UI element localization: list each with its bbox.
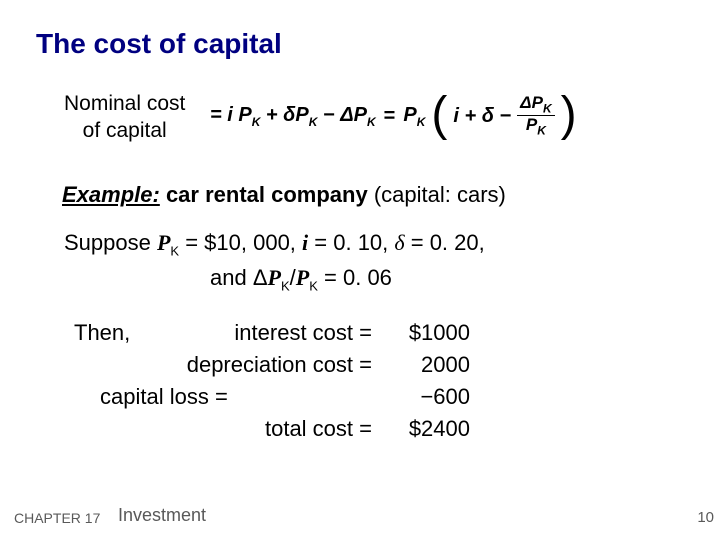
f-inner1: i +: [453, 105, 481, 127]
frac-num: P: [532, 93, 543, 112]
f-delta1: δ: [283, 104, 295, 126]
example-lead: Example:: [62, 182, 160, 207]
suppose-line: Suppose PK = $10, 000, i = 0. 10, δ = 0.…: [64, 230, 485, 258]
f-t6: P: [403, 104, 416, 126]
f-sub3: K: [367, 115, 376, 129]
row-interest: interest cost = $1000: [100, 320, 470, 352]
and-line: and ΔPK/PK = 0. 06: [210, 265, 392, 293]
pk-sub: K: [170, 243, 179, 258]
f-tri1: Δ: [340, 104, 353, 126]
cost-formula: = i PK + δPK − ΔPK = PK ( i + δ − ΔPK PK…: [210, 95, 577, 138]
label-interest: interest cost =: [100, 320, 380, 346]
example-line: Example: car rental company (capital: ca…: [62, 182, 506, 208]
paren-right: ): [561, 93, 577, 136]
pk-val: = $10, 000,: [179, 230, 302, 255]
f-t5: P: [354, 104, 367, 126]
frac-den-sub: K: [537, 123, 546, 137]
fraction: ΔPK PK: [517, 94, 554, 137]
val-depreciation: 2000: [380, 352, 470, 378]
slide-title: The cost of capital: [36, 28, 282, 60]
example-bold: car rental company: [160, 182, 368, 207]
and-p2: P: [296, 265, 309, 290]
cost-table: interest cost = $1000 depreciation cost …: [100, 320, 470, 448]
frac-num-sub: K: [543, 102, 552, 116]
nominal-cost-label: Nominal cost of capital: [64, 90, 185, 145]
d-val: = 0. 20,: [405, 230, 485, 255]
footer-page-number: 10: [697, 509, 714, 526]
val-interest: $1000: [380, 320, 470, 346]
nominal-line1: Nominal cost: [64, 92, 185, 115]
and-s2: K: [309, 278, 318, 293]
example-paren: (capital: cars): [368, 182, 506, 207]
delta-sym: δ: [394, 230, 404, 255]
f-eq2: =: [384, 105, 396, 128]
i-val: = 0. 10,: [308, 230, 394, 255]
f-delta2: δ: [482, 105, 494, 127]
f-sub4: K: [417, 115, 426, 129]
and-val: = 0. 06: [318, 265, 392, 290]
val-caploss: −600: [280, 384, 470, 410]
frac-num-pre: Δ: [520, 93, 531, 112]
nominal-line2: of capital: [83, 119, 167, 142]
label-depreciation: depreciation cost =: [100, 352, 380, 378]
label-caploss: capital loss =: [100, 384, 280, 410]
pk-sym: P: [157, 230, 170, 255]
val-total: $2400: [380, 416, 470, 442]
f-t4: −: [317, 104, 340, 126]
and-p1: P: [268, 265, 281, 290]
row-total: total cost = $2400: [100, 416, 470, 448]
f-inner2: −: [494, 105, 511, 127]
f-t2: +: [260, 104, 283, 126]
and-tri: Δ: [253, 265, 268, 290]
frac-den: P: [526, 115, 537, 134]
f-t3: P: [295, 104, 308, 126]
and-s1: K: [281, 278, 290, 293]
and-pre: and: [210, 265, 253, 290]
row-depreciation: depreciation cost = 2000: [100, 352, 470, 384]
label-total: total cost =: [100, 416, 380, 442]
paren-left: (: [431, 93, 447, 136]
footer-topic: Investment: [118, 505, 206, 526]
footer-chapter: CHAPTER 17: [14, 510, 100, 526]
suppose-pre: Suppose: [64, 230, 157, 255]
f-t1: = i P: [210, 104, 252, 126]
row-caploss: capital loss = −600: [100, 384, 470, 416]
